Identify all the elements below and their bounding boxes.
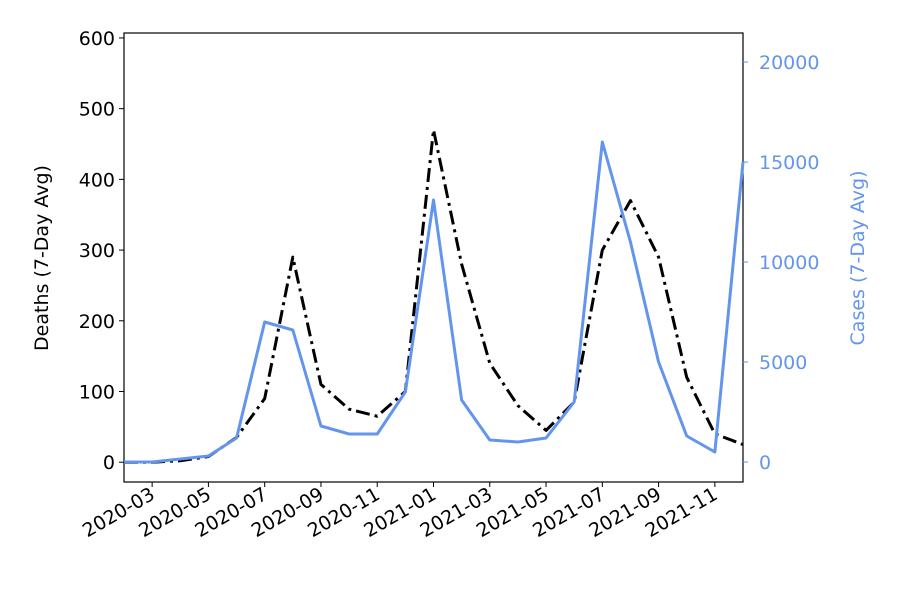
y-tick-label: 400 [79,169,115,191]
y-tick-label: 600 [79,28,115,50]
y-tick-label: 100 [79,381,115,403]
y-tick-label: 0 [103,452,115,474]
y2-axis-label: Cases (7-Day Avg) [847,171,869,346]
y-tick-label: 300 [79,240,115,262]
y2-tick-label: 10000 [759,252,819,274]
y2-tick-label: 5000 [759,352,807,374]
y-tick-label: 500 [79,99,115,121]
y2-tick-label: 20000 [759,52,819,74]
y2-tick-label: 0 [759,452,771,474]
y2-tick-label: 15000 [759,152,819,174]
series-line [124,128,744,464]
y-tick-label: 200 [79,311,115,333]
series-line [124,140,745,464]
plot-frame [123,32,744,483]
y-axis-label: Deaths (7-Day Avg) [31,165,53,351]
